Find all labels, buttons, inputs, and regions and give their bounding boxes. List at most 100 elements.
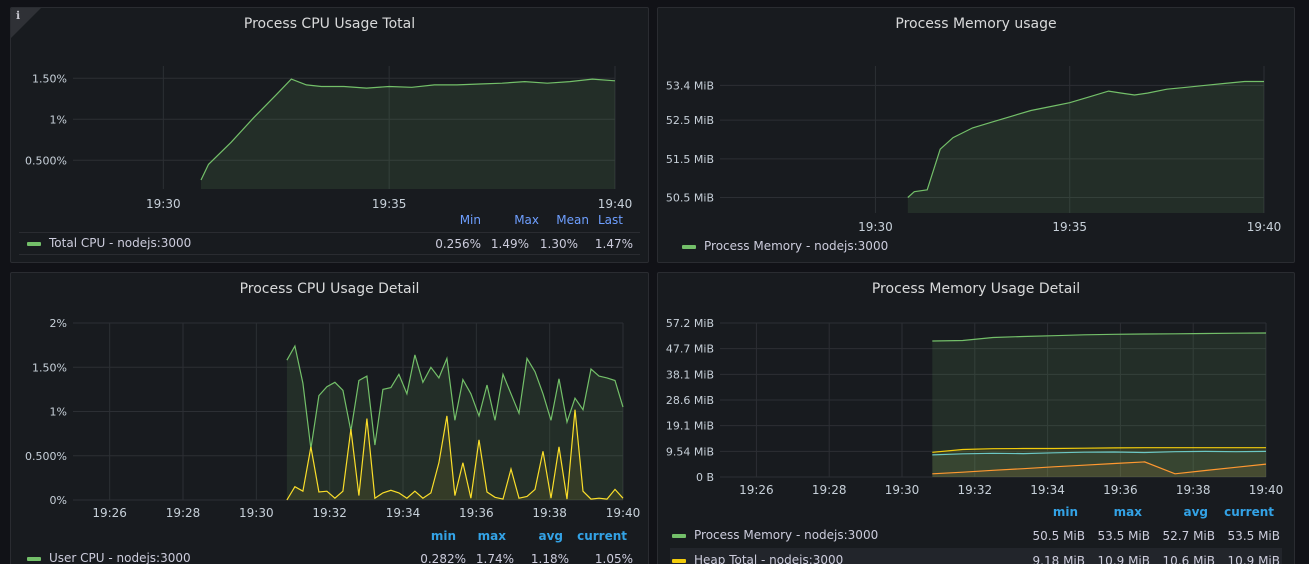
panel-title: Process Memory usage (895, 16, 1057, 32)
x-tick-label: 19:32 (958, 483, 993, 497)
legend-max: 1.74% (475, 552, 514, 564)
series-line-4 (932, 461, 1267, 475)
info-corner[interactable] (11, 8, 41, 38)
y-tick-label: 28.6 MiB (666, 394, 714, 407)
series-line-3 (932, 450, 1267, 456)
x-tick-label: 19:30 (858, 220, 893, 234)
x-tick-label: 19:30 (885, 483, 920, 497)
series-line-2 (286, 409, 624, 501)
y-tick-label: 47.7 MiB (666, 343, 714, 356)
series-swatch (27, 556, 41, 561)
legend-header-mean[interactable]: Mean (556, 213, 589, 227)
y-tick-label: 1% (50, 113, 67, 126)
series-area-1 (907, 81, 1264, 213)
x-tick-label: 19:30 (146, 197, 181, 211)
series-line-1 (907, 80, 1264, 198)
legend-row[interactable]: Total CPU - nodejs:3000 (27, 232, 637, 254)
legend-min: 9.18 MiB (1032, 554, 1085, 564)
legend-series-name: Heap Total - nodejs:3000 (694, 553, 844, 564)
legend-current: 10.9 MiB (1227, 554, 1280, 564)
legend-series-name: User CPU - nodejs:3000 (49, 551, 191, 564)
panel-memory-detail[interactable]: Process Memory Usage Detail 0 B 9.54 MiB 1… (657, 272, 1295, 564)
legend-row[interactable]: Process Memory - nodejs:3000 (682, 235, 888, 257)
x-tick-label: 19:40 (598, 197, 633, 211)
x-tick-label: 19:28 (812, 483, 847, 497)
legend-header-max[interactable]: max (1113, 505, 1142, 519)
memory-detail-chart: 0 B 9.54 MiB 19.1 MiB 28.6 MiB 38.1 MiB 47.7 … (666, 317, 1283, 497)
y-tick-label: 1.50% (32, 361, 67, 374)
y-tick-label: 52.5 MiB (666, 114, 714, 127)
legend-current: 53.5 MiB (1227, 529, 1280, 543)
cpu-total-chart: 0.500% 1% 1.50% 19:30 19:35 19:40 (25, 66, 632, 211)
series-line-2 (932, 447, 1266, 453)
cpu-detail-chart: 0% 0.500% 1% 1.50% 2% 19:26 19:28 19:30 19:32 19:… (25, 317, 641, 520)
chart-grid: 50.5 MiB 51.5 MiB 52.5 MiB 53.4 MiB 19:30 19:… (666, 66, 1281, 234)
series-swatch (672, 558, 686, 563)
y-tick-label: 1.50% (32, 72, 67, 85)
y-tick-label: 50.5 MiB (666, 192, 714, 205)
series-line-1 (200, 78, 616, 181)
legend-series-name: Process Memory - nodejs:3000 (694, 528, 879, 542)
legend-max: 10.9 MiB (1097, 554, 1150, 564)
y-tick-label: 1% (50, 406, 67, 419)
x-tick-label: 19:30 (239, 506, 274, 520)
legend-header-min[interactable]: Min (459, 213, 481, 227)
x-tick-label: 19:40 (606, 506, 641, 520)
x-tick-label: 19:38 (532, 506, 567, 520)
legend-row[interactable]: User CPU - nodejs:3000 (27, 547, 637, 564)
x-tick-label: 19:40 (1247, 220, 1282, 234)
x-tick-label: 19:26 (739, 483, 774, 497)
legend-mean: 1.30% (539, 237, 578, 251)
info-icon[interactable]: ℹ (16, 9, 21, 22)
panel-memory-total[interactable]: Process Memory usage 50.5 MiB 51.5 MiB 52.… (657, 7, 1295, 263)
series-area-1 (932, 333, 1266, 477)
series-area-1 (200, 79, 615, 189)
legend-series-name: Process Memory - nodejs:3000 (704, 239, 889, 253)
series-line-1 (932, 332, 1267, 342)
legend-header-min[interactable]: min (1052, 505, 1078, 519)
y-tick-label: 0 B (696, 471, 714, 484)
series-swatch (682, 244, 696, 249)
x-tick-label: 19:38 (1176, 483, 1211, 497)
panel-title: Process CPU Usage Total (243, 16, 416, 32)
panel-cpu-detail[interactable]: Process CPU Usage Detail 0% 0.500% 1% 1.50%… (10, 272, 649, 564)
x-tick-label: 19:35 (372, 197, 407, 211)
legend-header-max[interactable]: Max (514, 213, 539, 227)
panel-title: Process Memory Usage Detail (871, 281, 1081, 297)
series-swatch (672, 533, 686, 538)
y-tick-label: 2% (50, 317, 67, 330)
legend-row[interactable]: Heap Total - nodejs:3000 (672, 549, 1284, 564)
x-tick-label: 19:28 (166, 506, 201, 520)
legend-avg: 10.6 MiB (1162, 554, 1215, 564)
legend-header-min[interactable]: min (430, 529, 456, 543)
legend-row[interactable]: Process Memory - nodejs:3000 (672, 524, 1284, 546)
legend-avg: 1.18% (530, 552, 569, 564)
legend-header-last[interactable]: Last (598, 213, 623, 227)
x-tick-label: 19:36 (1103, 483, 1138, 497)
legend-max: 53.5 MiB (1097, 529, 1150, 543)
y-tick-label: 0.500% (25, 154, 67, 167)
y-tick-label: 38.1 MiB (666, 368, 714, 381)
x-tick-label: 19:36 (459, 506, 494, 520)
y-tick-label: 51.5 MiB (666, 153, 714, 166)
legend-header-max[interactable]: max (477, 529, 506, 543)
chart-grid: 0.500% 1% 1.50% 19:30 19:35 19:40 (25, 66, 632, 211)
panel-cpu-total[interactable]: ℹ Process CPU Usage Total 0.500% 1% 1.50% 1… (10, 7, 649, 263)
legend-header-current[interactable]: current (577, 529, 627, 543)
legend-header-avg[interactable]: avg (1183, 505, 1208, 519)
legend-header-avg[interactable]: avg (538, 529, 563, 543)
y-tick-label: 19.1 MiB (666, 420, 714, 433)
legend-header-current[interactable]: current (1224, 505, 1274, 519)
series-swatch (27, 241, 41, 246)
y-tick-label: 57.2 MiB (666, 317, 714, 330)
x-tick-label: 19:34 (386, 506, 421, 520)
legend-min: 50.5 MiB (1032, 529, 1085, 543)
series-line-1 (286, 344, 624, 449)
panel-title: Process CPU Usage Detail (239, 281, 420, 297)
chart-grid: 0 B 9.54 MiB 19.1 MiB 28.6 MiB 38.1 MiB 47.7 … (666, 317, 1283, 497)
y-tick-label: 0% (50, 494, 67, 507)
x-tick-label: 19:35 (1052, 220, 1087, 234)
x-tick-label: 19:34 (1030, 483, 1065, 497)
x-tick-label: 19:32 (312, 506, 347, 520)
legend-max: 1.49% (490, 237, 529, 251)
